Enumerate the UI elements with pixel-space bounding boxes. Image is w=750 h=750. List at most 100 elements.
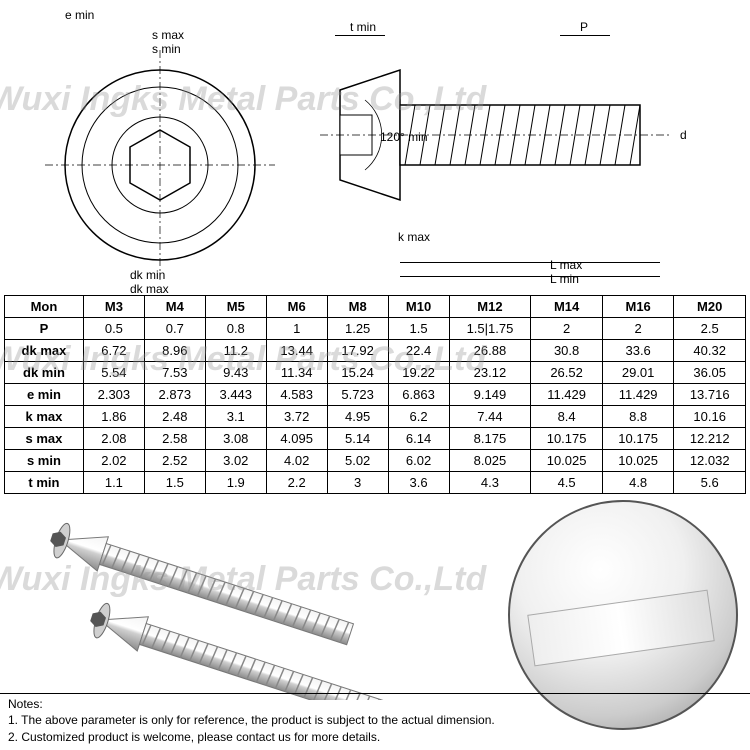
dim-rule [400,262,660,263]
table-row: s min2.022.523.024.025.026.028.02510.025… [5,450,746,472]
row-header: k max [5,406,84,428]
table-cell: 5.723 [327,384,388,406]
table-header: M16 [602,296,674,318]
table-cell: 8.4 [531,406,603,428]
label-l-min: L min [550,272,579,286]
table-cell: 2.02 [83,450,144,472]
technical-diagram: e min s max s min dk min dk max [0,0,750,295]
table-header: M3 [83,296,144,318]
spec-table-wrap: MonM3M4M5M6M8M10M12M14M16M20 P0.50.70.81… [0,295,750,494]
table-cell: 30.8 [531,340,603,362]
table-row: k max1.862.483.13.724.956.27.448.48.810.… [5,406,746,428]
table-header: M20 [674,296,746,318]
table-cell: 12.032 [674,450,746,472]
table-cell: 4.02 [266,450,327,472]
row-header: P [5,318,84,340]
table-header: M10 [388,296,449,318]
table-cell: 2.303 [83,384,144,406]
table-cell: 26.88 [449,340,531,362]
table-cell: 3.02 [205,450,266,472]
notes-block: Notes: 1. The above parameter is only fo… [8,696,495,746]
label-e-min: e min [65,8,94,22]
table-cell: 15.24 [327,362,388,384]
table-cell: 11.429 [602,384,674,406]
table-cell: 7.53 [144,362,205,384]
table-cell: 2.58 [144,428,205,450]
table-header: Mon [5,296,84,318]
table-cell: 12.212 [674,428,746,450]
table-cell: 2.48 [144,406,205,428]
table-cell: 11.2 [205,340,266,362]
table-cell: 40.32 [674,340,746,362]
label-t-min: t min [350,20,376,34]
spec-table: MonM3M4M5M6M8M10M12M14M16M20 P0.50.70.81… [4,295,746,494]
table-cell: 1.5 [144,472,205,494]
label-l-max: L max [550,258,582,272]
label-d: d [680,128,687,142]
table-cell: 10.16 [674,406,746,428]
table-cell: 1.86 [83,406,144,428]
table-cell: 0.5 [83,318,144,340]
table-cell: 0.7 [144,318,205,340]
table-cell: 3.72 [266,406,327,428]
label-angle: 120° min [380,130,428,144]
table-cell: 19.22 [388,362,449,384]
row-header: e min [5,384,84,406]
table-cell: 3.443 [205,384,266,406]
label-p: P [580,20,588,34]
table-cell: 1 [266,318,327,340]
screw-side-view [310,10,730,290]
table-cell: 0.8 [205,318,266,340]
notes-title: Notes: [8,696,495,713]
notes-line2: 2. Customized product is welcome, please… [8,729,495,746]
table-header: M4 [144,296,205,318]
row-header: t min [5,472,84,494]
table-cell: 5.14 [327,428,388,450]
table-cell: 11.429 [531,384,603,406]
table-cell: 17.92 [327,340,388,362]
table-cell: 10.025 [602,450,674,472]
table-cell: 11.34 [266,362,327,384]
table-cell: 4.8 [602,472,674,494]
table-cell: 10.175 [531,428,603,450]
table-cell: 6.863 [388,384,449,406]
table-cell: 1.5|1.75 [449,318,531,340]
notes-divider [0,693,750,694]
table-row: t min1.11.51.92.233.64.34.54.85.6 [5,472,746,494]
table-header: M8 [327,296,388,318]
label-dk-max: dk max [130,282,169,296]
dim-rule [560,35,610,36]
table-cell: 1.25 [327,318,388,340]
table-cell: 33.6 [602,340,674,362]
label-dk-min: dk min [130,268,165,282]
table-cell: 6.2 [388,406,449,428]
table-cell: 8.025 [449,450,531,472]
table-cell: 1.5 [388,318,449,340]
table-header: M12 [449,296,531,318]
table-row: dk max6.728.9611.213.4417.9222.426.8830.… [5,340,746,362]
table-cell: 3.1 [205,406,266,428]
table-cell: 23.12 [449,362,531,384]
table-cell: 6.02 [388,450,449,472]
table-cell: 7.44 [449,406,531,428]
table-row: e min2.3032.8733.4434.5835.7236.8639.149… [5,384,746,406]
table-cell: 3 [327,472,388,494]
row-header: s min [5,450,84,472]
table-cell: 1.1 [83,472,144,494]
table-cell: 6.72 [83,340,144,362]
table-cell: 8.96 [144,340,205,362]
table-cell: 9.43 [205,362,266,384]
table-cell: 5.02 [327,450,388,472]
table-cell: 4.095 [266,428,327,450]
table-cell: 8.8 [602,406,674,428]
dim-rule [335,35,385,36]
row-header: dk min [5,362,84,384]
table-cell: 2.08 [83,428,144,450]
table-cell: 2.2 [266,472,327,494]
table-cell: 26.52 [531,362,603,384]
table-cell: 8.175 [449,428,531,450]
table-cell: 4.5 [531,472,603,494]
table-header: M5 [205,296,266,318]
table-cell: 13.44 [266,340,327,362]
label-k-max: k max [398,230,430,244]
